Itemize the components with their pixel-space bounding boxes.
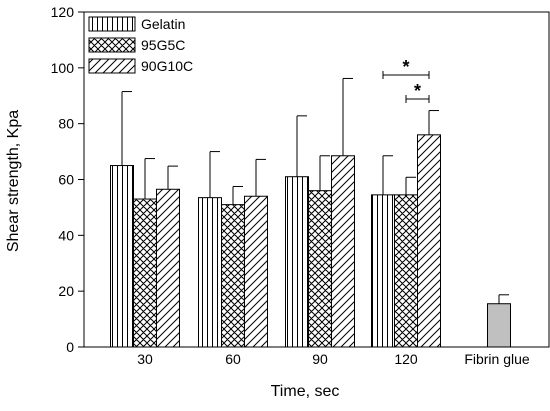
bar	[308, 190, 332, 348]
bar	[394, 194, 418, 348]
bar	[417, 134, 441, 348]
error-bars	[121, 77, 509, 304]
legend-label: Gelatin	[141, 16, 185, 32]
x-axis: 30 60 90 120 Fibrin glue	[137, 351, 530, 367]
x-tick-label: 30	[137, 351, 153, 367]
bar	[331, 155, 355, 348]
bar	[156, 188, 180, 348]
bar	[371, 194, 395, 348]
x-tick-label: 60	[225, 351, 241, 367]
bar	[110, 165, 134, 348]
bar	[244, 195, 268, 348]
bar	[221, 204, 245, 348]
significance-markers: **	[382, 57, 430, 103]
y-tick-label: 60	[58, 172, 74, 188]
y-tick-label: 40	[58, 227, 74, 243]
bar	[285, 176, 309, 348]
y-tick-label: 120	[51, 4, 75, 20]
bar	[198, 197, 222, 348]
y-tick-label: 20	[58, 283, 74, 299]
legend-swatch	[88, 16, 136, 32]
y-tick-label: 80	[58, 116, 74, 132]
legend-label: 90G10C	[141, 58, 193, 74]
x-axis-title: Time, sec	[271, 383, 340, 400]
bars	[110, 134, 511, 348]
x-tick-label: Fibrin glue	[464, 351, 530, 367]
significance-star: *	[414, 81, 421, 101]
y-tick-label: 100	[51, 60, 75, 76]
y-tick-label: 0	[66, 339, 74, 355]
legend-swatch	[88, 58, 136, 74]
x-tick-label: 90	[312, 351, 328, 367]
x-tick-label: 120	[394, 351, 418, 367]
y-axis-title: Shear strength, Kpa	[5, 110, 22, 252]
legend: Gelatin 95G5C 90G10C	[88, 16, 193, 74]
reference-bar	[487, 303, 511, 348]
y-axis: 0 20 40 60 80 100 120	[51, 4, 84, 355]
significance-star: *	[402, 57, 409, 77]
legend-swatch	[88, 37, 136, 53]
legend-label: 95G5C	[141, 37, 185, 53]
bar	[133, 198, 157, 348]
